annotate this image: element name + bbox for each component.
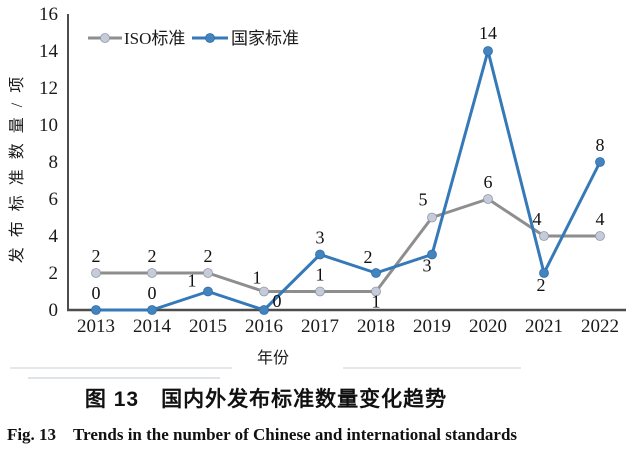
data-label: 1 — [188, 271, 197, 291]
data-label: 4 — [533, 209, 542, 229]
x-tick-label: 2018 — [357, 316, 395, 337]
data-label: 6 — [484, 172, 493, 192]
x-tick-label: 2016 — [245, 316, 283, 337]
legend-marker-icon — [205, 33, 215, 43]
data-label: 2 — [148, 246, 157, 266]
y-tick-label: 14 — [39, 41, 59, 62]
data-label: 2 — [364, 247, 373, 267]
data-point-iso-2017 — [315, 286, 325, 297]
data-label: 3 — [316, 228, 325, 248]
data-point-iso-2015 — [203, 268, 213, 278]
data-label: 1 — [316, 265, 325, 285]
legend-label: ISO标准 — [124, 29, 185, 48]
data-label: 0 — [148, 283, 157, 303]
data-point-iso-2019 — [427, 212, 437, 223]
data-point-iso-2021 — [539, 231, 549, 241]
figure-caption-chinese: 图 13 国内外发布标准数量变化趋势 — [84, 388, 448, 411]
data-label: 2 — [92, 246, 101, 266]
y-tick-label: 8 — [49, 152, 59, 173]
figure-caption-english: Fig. 13 Trends in the number of Chinese … — [6, 425, 518, 444]
data-label: 0 — [92, 283, 101, 303]
data-point-national-2022 — [595, 157, 605, 167]
page-rule — [10, 367, 232, 369]
x-tick-label: 2017 — [301, 316, 339, 337]
x-tick-label: 2014 — [133, 316, 172, 337]
y-tick-label: 6 — [49, 189, 59, 210]
y-tick-label: 4 — [49, 226, 59, 247]
x-tick-label: 2013 — [77, 316, 115, 337]
page-rule — [343, 367, 521, 369]
x-tick-label: 2020 — [469, 316, 507, 337]
y-tick-label: 0 — [49, 300, 59, 321]
x-tick-label: 2022 — [581, 316, 619, 337]
data-point-national-2021 — [539, 268, 549, 278]
y-tick-label: 2 — [49, 263, 59, 284]
data-point-national-2019 — [427, 249, 437, 260]
y-axis-title: 发布标准数量/项 — [8, 67, 26, 263]
legend-label: 国家标准 — [231, 29, 299, 48]
data-point-national-2015 — [203, 286, 213, 297]
data-label: 5 — [419, 190, 428, 210]
series-line-iso — [94, 197, 602, 293]
legend-marker-icon — [100, 33, 110, 43]
data-point-iso-2022 — [595, 231, 605, 241]
data-label: 1 — [253, 268, 262, 288]
data-point-national-2018 — [371, 268, 381, 278]
data-point-national-2020 — [483, 46, 493, 56]
legend: ISO标准 国家标准 — [88, 29, 299, 48]
data-point-national-2017 — [315, 249, 325, 260]
data-point-iso-2016 — [259, 286, 269, 297]
y-tick-label: 16 — [39, 4, 58, 25]
data-label: 2 — [204, 246, 213, 266]
data-label: 1 — [372, 292, 381, 312]
data-label: 8 — [596, 135, 605, 155]
y-tick-label: 12 — [39, 78, 58, 99]
legend-item-national: 国家标准 — [192, 29, 299, 48]
series-line-national — [94, 49, 602, 312]
data-point-iso-2014 — [147, 268, 157, 278]
data-label: 4 — [596, 209, 605, 229]
data-point-national-2016 — [259, 305, 269, 315]
x-tick-label: 2015 — [189, 316, 227, 337]
data-label: 2 — [537, 275, 546, 295]
data-point-iso-2018 — [371, 286, 381, 297]
y-tick-label: 10 — [39, 115, 58, 136]
data-point-national-2014 — [147, 305, 157, 315]
page-rule — [28, 377, 220, 379]
data-point-iso-2013 — [91, 268, 101, 278]
x-axis-title: 年份 — [257, 349, 289, 367]
data-point-iso-2020 — [483, 194, 493, 204]
x-tick-label: 2019 — [413, 316, 451, 337]
data-label: 0 — [273, 291, 282, 311]
data-point-national-2013 — [91, 305, 101, 315]
data-label: 14 — [479, 23, 497, 43]
data-label: 3 — [423, 256, 432, 276]
legend-item-iso: ISO标准 — [88, 29, 185, 48]
x-tick-label: 2021 — [525, 316, 563, 337]
